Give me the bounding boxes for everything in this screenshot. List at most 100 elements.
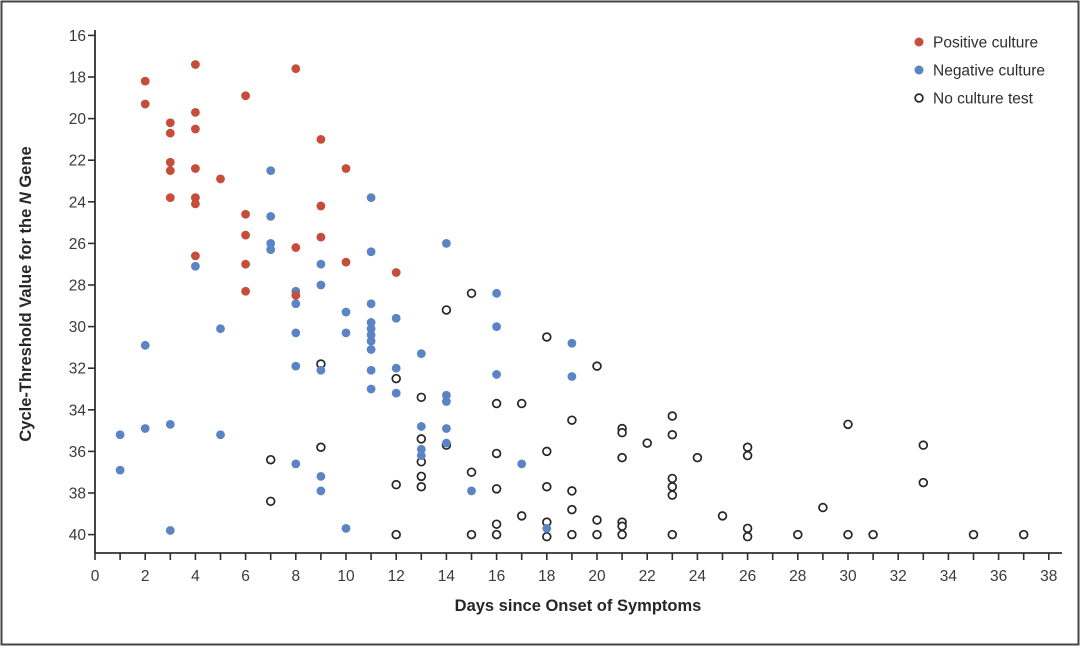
data-point — [316, 232, 326, 242]
data-point — [241, 286, 251, 296]
data-point — [191, 261, 200, 271]
data-point — [442, 239, 451, 248]
x-tick-label: 0 — [91, 568, 100, 585]
data-point — [567, 529, 577, 540]
data-point — [667, 473, 678, 484]
data-point — [667, 411, 678, 421]
data-point — [843, 419, 853, 430]
axes — [94, 30, 1062, 554]
data-point — [617, 529, 627, 540]
x-tick-label: 6 — [241, 568, 250, 585]
data-point — [667, 430, 678, 440]
data-point — [140, 99, 150, 109]
data-point — [191, 60, 200, 69]
data-point — [316, 365, 326, 375]
data-point — [291, 299, 301, 309]
legend-label: Positive culture — [933, 35, 1038, 52]
data-point — [266, 211, 276, 221]
y-tick-label: 16 — [69, 28, 86, 45]
data-point — [366, 336, 376, 346]
data-point — [416, 349, 426, 359]
x-tick-label: 20 — [588, 568, 606, 585]
data-point — [391, 268, 401, 277]
data-point — [291, 243, 301, 252]
data-point — [441, 305, 452, 315]
data-point — [266, 245, 276, 255]
x-axis-title: Days since Onset of Symptoms — [455, 597, 702, 615]
data-point — [491, 484, 502, 494]
data-point — [241, 91, 251, 101]
data-point — [918, 477, 929, 488]
data-point — [742, 531, 753, 542]
y-tick-label: 38 — [69, 486, 86, 503]
data-point — [341, 328, 351, 338]
data-point — [517, 459, 527, 469]
legend-marker-filled — [914, 65, 924, 75]
y-tick-label: 34 — [69, 402, 87, 419]
data-point — [391, 388, 401, 398]
data-point — [291, 328, 301, 338]
data-point — [391, 529, 401, 540]
series-positive-culture — [140, 60, 401, 300]
y-axis-title: Cycle-Threshold Value for the N Gene — [17, 146, 35, 441]
data-point — [366, 318, 376, 327]
x-tick-label: 8 — [291, 568, 300, 585]
data-point — [266, 166, 276, 176]
data-point — [467, 486, 476, 496]
data-point — [542, 482, 552, 492]
data-point — [291, 361, 301, 371]
data-point — [165, 526, 175, 535]
y-tick-label: 40 — [69, 527, 87, 544]
data-point — [567, 372, 577, 381]
data-point — [191, 164, 200, 173]
x-tick-label: 4 — [191, 568, 200, 585]
series-negative-culture — [115, 166, 577, 535]
data-point — [316, 486, 326, 496]
data-point — [366, 193, 376, 203]
data-point — [140, 340, 150, 350]
data-point — [567, 338, 577, 348]
legend-label: No culture test — [933, 91, 1034, 108]
data-point — [592, 515, 602, 525]
legend-item-positive-culture: Positive culture — [914, 35, 1038, 52]
data-point — [491, 519, 502, 529]
data-point — [416, 444, 426, 454]
data-point — [265, 454, 276, 465]
legend-marker-open — [914, 93, 924, 103]
data-point — [291, 459, 301, 469]
data-point — [391, 313, 401, 323]
data-point — [291, 291, 301, 300]
data-point — [542, 446, 552, 457]
data-point — [341, 257, 351, 267]
data-point — [918, 440, 929, 450]
y-tick-label: 30 — [69, 319, 87, 336]
data-point — [492, 370, 501, 379]
data-point — [542, 332, 552, 342]
data-point — [391, 363, 401, 373]
data-point — [165, 128, 175, 138]
data-point — [416, 471, 427, 482]
data-point — [366, 324, 376, 334]
data-point — [241, 209, 251, 219]
data-point — [491, 398, 502, 409]
data-point — [442, 438, 451, 448]
data-point — [742, 523, 753, 534]
data-point — [818, 502, 828, 513]
data-point — [868, 529, 878, 540]
data-point — [442, 390, 451, 400]
y-tick-label: 20 — [69, 111, 87, 128]
data-point — [265, 496, 276, 507]
data-point — [366, 247, 376, 257]
data-point — [341, 523, 351, 533]
data-point — [115, 465, 125, 475]
data-point — [366, 299, 376, 309]
data-point — [416, 422, 426, 431]
data-point — [442, 397, 451, 406]
data-point — [165, 118, 175, 128]
data-point — [968, 529, 979, 540]
data-point — [843, 529, 853, 540]
y-tick-label: 22 — [69, 153, 86, 170]
data-point — [617, 452, 627, 463]
data-point — [717, 511, 728, 521]
